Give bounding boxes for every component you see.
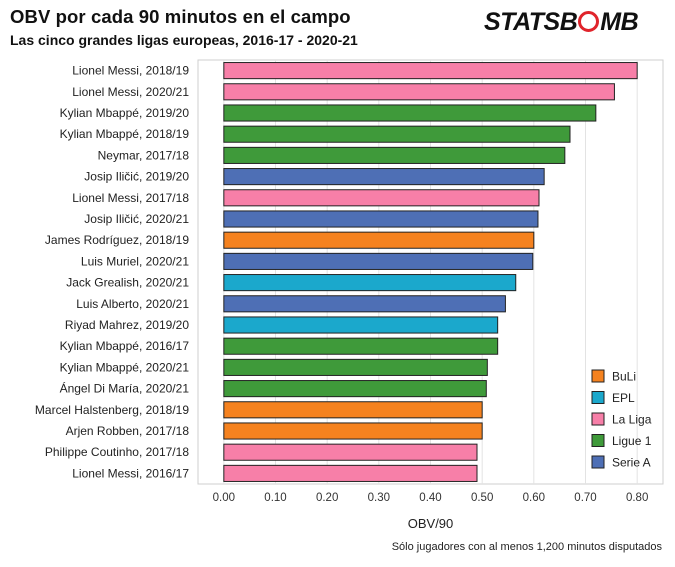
legend-swatch: [591, 412, 605, 426]
legend-swatch: [591, 455, 605, 469]
bar-category-label: Arjen Robben, 2017/18: [66, 424, 190, 438]
x-tick-label: 0.60: [523, 492, 545, 504]
bar: [223, 125, 571, 143]
bar-category-label: Kylian Mbappé, 2018/19: [60, 127, 190, 141]
bar: [223, 83, 615, 101]
x-tick-label: 0.10: [264, 492, 286, 504]
bar: [223, 62, 638, 80]
bar-category-label: Kylian Mbappé, 2019/20: [60, 106, 190, 120]
bar: [223, 104, 597, 122]
legend-swatch: [591, 369, 605, 383]
bar-category-label: Ángel Di María, 2020/21: [60, 381, 190, 396]
bar-category-label: Lionel Messi, 2017/18: [72, 191, 189, 205]
bar-category-label: Kylian Mbappé, 2020/21: [60, 360, 190, 374]
bar: [223, 316, 499, 334]
bar: [223, 252, 534, 270]
bar-category-label: Kylian Mbappé, 2016/17: [60, 339, 190, 353]
x-tick-label: 0.80: [626, 492, 648, 504]
x-tick-label: 0.30: [368, 492, 390, 504]
x-tick-label: 0.20: [316, 492, 338, 504]
bar: [223, 422, 483, 440]
bar-category-label: Jack Grealish, 2020/21: [66, 276, 189, 290]
x-tick-label: 0.50: [471, 492, 493, 504]
x-axis-title: OBV/90: [408, 516, 454, 531]
chart-footnote: Sólo jugadores con al menos 1,200 minuto…: [391, 541, 662, 553]
chart-subtitle: Las cinco grandes ligas europeas, 2016-1…: [10, 32, 358, 48]
bar: [223, 337, 499, 355]
bar: [223, 168, 545, 186]
bar-category-label: Luis Alberto, 2020/21: [76, 297, 189, 311]
bar-category-label: Josip Iličić, 2019/20: [84, 170, 189, 184]
legend-swatch: [591, 434, 605, 447]
bar-category-label: Riyad Mahrez, 2019/20: [65, 318, 189, 332]
bar: [223, 380, 487, 398]
chart-title: OBV por cada 90 minutos en el campo: [10, 6, 351, 27]
statsbomb-logo: STATSB MB: [484, 8, 639, 37]
bar: [223, 358, 488, 376]
bar: [223, 464, 478, 482]
legend-label: La Liga: [612, 413, 652, 427]
bar-category-label: Lionel Messi, 2020/21: [72, 85, 189, 99]
bar-category-label: Lionel Messi, 2018/19: [72, 64, 189, 78]
bar: [223, 401, 483, 419]
bar: [223, 231, 535, 249]
bar-category-label: Luis Muriel, 2020/21: [81, 254, 189, 268]
bar: [223, 443, 478, 461]
bar-category-label: Philippe Coutinho, 2017/18: [45, 445, 189, 459]
logo-text-right: MB: [600, 8, 639, 36]
bar: [223, 210, 539, 228]
bar-category-label: James Rodríguez, 2018/19: [45, 233, 189, 247]
bar-category-label: Josip Iličić, 2020/21: [84, 212, 189, 226]
legend-label: EPL: [612, 391, 635, 405]
bar-category-label: Neymar, 2017/18: [98, 148, 190, 162]
bar: [223, 274, 517, 292]
legend-label: BuLi: [612, 370, 636, 384]
bar: [223, 189, 540, 207]
bar: [223, 295, 506, 313]
bar-category-label: Marcel Halstenberg, 2018/19: [35, 403, 189, 417]
x-tick-label: 0.40: [419, 492, 441, 504]
x-tick-label: 0.70: [574, 492, 596, 504]
legend-swatch: [591, 391, 605, 404]
bar-category-label: Lionel Messi, 2016/17: [72, 466, 189, 480]
logo-bomb-icon: [578, 11, 600, 32]
legend-label: Serie A: [612, 456, 651, 470]
logo-text-left: STATSB: [484, 8, 578, 36]
bar: [223, 146, 566, 164]
legend-label: Ligue 1: [612, 434, 652, 448]
x-tick-label: 0.00: [213, 492, 235, 504]
